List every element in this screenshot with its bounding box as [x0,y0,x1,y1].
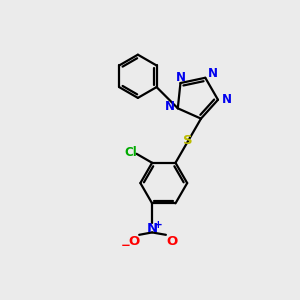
Text: N: N [146,222,158,235]
Text: N: N [221,93,231,106]
Text: Cl: Cl [125,146,137,159]
Text: N: N [176,70,185,83]
Text: S: S [183,134,193,147]
Text: −: − [121,239,131,252]
Text: O: O [128,235,140,248]
Text: +: + [154,220,163,230]
Text: N: N [165,100,175,113]
Text: O: O [166,235,177,248]
Text: N: N [208,67,218,80]
